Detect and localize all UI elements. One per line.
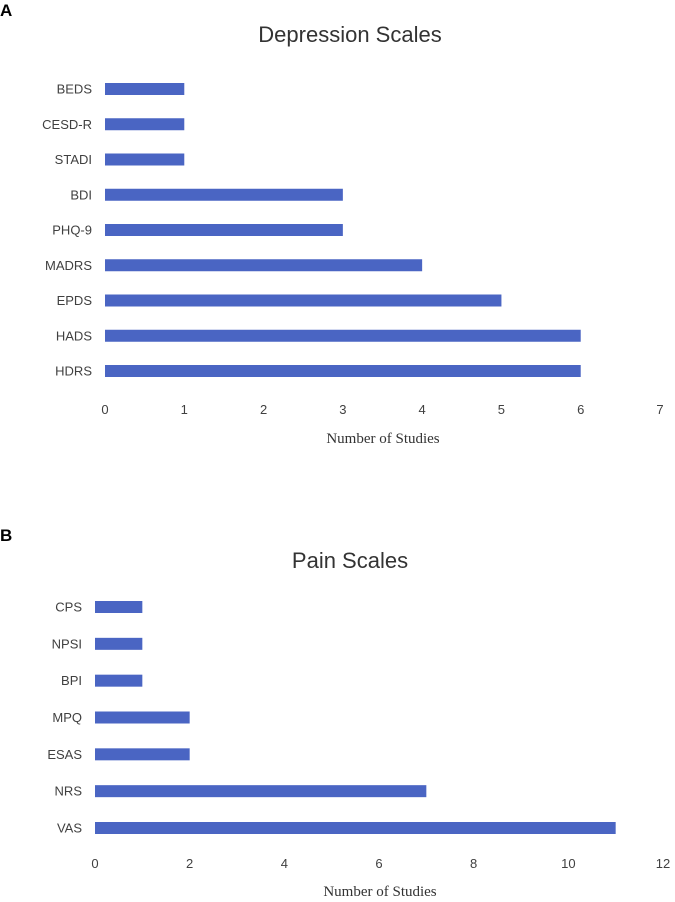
category-label: BEDS	[57, 82, 93, 97]
category-label: VAS	[57, 821, 82, 836]
bar-phq-9	[105, 224, 343, 236]
category-label: NRS	[55, 784, 83, 799]
x-tick-labels: 0 2 4 6 8 10 12	[91, 856, 670, 871]
category-label: EPDS	[57, 293, 93, 308]
bar-mpq	[95, 711, 190, 724]
x-tick-label: 4	[281, 856, 288, 871]
x-tick-label: 1	[181, 402, 188, 417]
bar-cesd-r	[105, 118, 185, 131]
category-label: BPI	[61, 673, 82, 688]
bar-beds	[105, 83, 185, 95]
x-tick-label: 0	[91, 856, 98, 871]
bar-hdrs	[105, 365, 581, 377]
category-label: BDI	[70, 187, 92, 202]
x-tick-label: 6	[375, 856, 382, 871]
category-label: ESAS	[47, 747, 82, 762]
bars	[95, 601, 616, 834]
panel-b: B Pain Scales CPS NPSI BPI MPQ ESAS NRS VAS 0 2…	[0, 526, 670, 900]
x-tick-label: 8	[470, 856, 477, 871]
x-tick-label: 4	[419, 402, 426, 417]
bar-stadi	[105, 153, 185, 166]
panel-a: A Depression Scales BEDS CESD-R STADI BDI PH…	[0, 1, 664, 447]
category-label: CESD-R	[42, 117, 92, 132]
chart-title-depression: Depression Scales	[258, 22, 441, 47]
category-label: PHQ-9	[52, 223, 92, 238]
bar-npsi	[95, 637, 143, 650]
bar-cps	[95, 601, 143, 613]
category-labels: CPS NPSI BPI MPQ ESAS NRS VAS	[47, 600, 82, 836]
bar-epds	[105, 294, 502, 307]
x-tick-label: 12	[656, 856, 670, 871]
x-tick-label: 2	[260, 402, 267, 417]
bar-nrs	[95, 785, 427, 798]
category-label: STADI	[55, 152, 92, 167]
bars	[105, 83, 581, 377]
chart-title-pain: Pain Scales	[292, 548, 408, 573]
x-axis-title-pain: Number of Studies	[323, 884, 436, 900]
x-axis-title-depression: Number of Studies	[326, 431, 439, 447]
bar-bpi	[95, 674, 143, 687]
category-label: MPQ	[52, 710, 82, 725]
bar-madrs	[105, 259, 423, 272]
x-tick-label: 10	[561, 856, 575, 871]
bar-hads	[105, 329, 581, 342]
panel-label-a: A	[0, 1, 12, 20]
panel-label-b: B	[0, 526, 12, 545]
x-tick-label: 0	[101, 402, 108, 417]
category-label: HDRS	[55, 364, 92, 379]
x-tick-label: 7	[656, 402, 663, 417]
category-label: HADS	[56, 328, 92, 343]
x-tick-label: 6	[577, 402, 584, 417]
x-tick-labels: 0 1 2 3 4 5 6 7	[101, 402, 663, 417]
x-tick-label: 5	[498, 402, 505, 417]
category-label: CPS	[55, 600, 82, 615]
category-label: NPSI	[52, 636, 82, 651]
bar-vas	[95, 822, 616, 834]
bar-bdi	[105, 188, 343, 201]
category-labels: BEDS CESD-R STADI BDI PHQ-9 MADRS EPDS HADS HDRS	[42, 82, 92, 379]
x-tick-label: 3	[339, 402, 346, 417]
bar-esas	[95, 748, 190, 761]
x-tick-label: 2	[186, 856, 193, 871]
category-label: MADRS	[45, 258, 92, 273]
